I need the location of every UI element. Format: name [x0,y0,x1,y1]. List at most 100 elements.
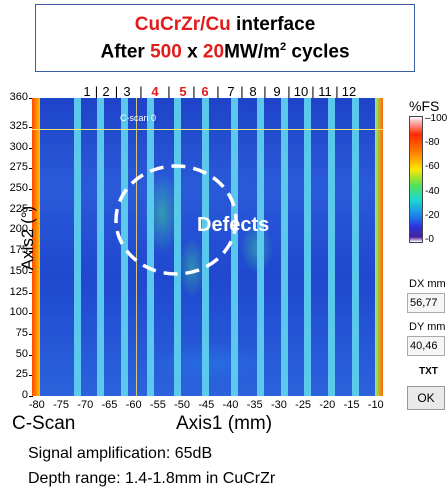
channel-number-4: 4 [151,84,159,99]
channel-separator: | [335,84,339,99]
x-axis-label: Axis1 (mm) [176,413,273,434]
channel-number-7: 7 [227,84,235,99]
ok-button[interactable]: OK [407,386,445,410]
y-tick-mark [29,98,33,99]
channel-stripe-2 [97,98,104,396]
channel-separator: | [216,84,220,99]
channel-separator: | [311,84,315,99]
x-tick-label: -65 [101,399,118,411]
colorbar-tick-label: -40 [425,185,440,197]
colorbar-tick-label: -60 [425,161,440,173]
y-tick-mark [29,271,33,273]
heat-flux: 20 [202,41,225,63]
title-text: After [100,41,151,63]
y-tick-mark [29,333,33,335]
y-tick-label: 175 [9,244,28,257]
y-tick-mark [29,168,33,170]
dy-field[interactable]: 40,46 [407,336,445,356]
x-tick-label: -30 [270,399,287,411]
x-tick-label: -50 [174,399,191,411]
y-tick-label: 125 [9,285,28,298]
cursor-horizontal-line[interactable] [32,129,383,130]
channel-stripe-3 [121,98,128,396]
title-box: CuCrZr/Cu interface After 500 x 20MW/m2 … [35,4,415,72]
channel-separator: | [192,84,196,99]
defects-annotation: Defects [197,214,270,236]
title-unit: MW/m [224,41,280,63]
channel-separator: | [139,84,143,99]
title-unit-exponent: 2 [280,41,287,53]
channel-separator: | [240,84,244,99]
y-tick-mark [29,354,33,356]
defect-ellipse [114,164,238,276]
x-tick-label: -15 [343,399,360,411]
colorbar-unit: %FS [409,98,440,114]
channel-stripe-9 [281,98,288,396]
x-tick-label: -70 [77,399,94,411]
y-tick-mark [29,189,33,191]
y-tick-label: 360 [9,91,28,103]
y-axis-label: Axis2 (°) [18,205,37,271]
title-line-1: CuCrZr/Cu interface [36,14,414,36]
channel-separator: | [114,84,119,99]
x-tick-label: -40 [222,399,239,411]
y-tick-mark [29,230,33,232]
y-tick-mark [29,292,33,294]
colorbar-tick-label: –100 [425,113,448,124]
x-tick-label: -10 [367,399,384,411]
y-tick-label: 50 [15,347,28,360]
y-tick-mark [29,251,33,253]
y-tick-label: 100 [9,306,28,319]
dx-field[interactable]: 56,77 [407,293,445,313]
y-tick-label: 225 [9,202,28,215]
depth-range-text: Depth range: 1.4-1.8mm in CuCrZr [28,470,276,487]
channel-separator: | [263,84,267,99]
channel-number-6: 6 [201,84,209,99]
cscan-image[interactable]: C-scan 0 Defects [32,98,383,396]
x-tick-label: -75 [53,399,69,411]
cscan-inner-label: C-scan 0 [120,113,157,123]
cursor-vertical-line[interactable] [136,98,137,396]
y-tick-label: 75 [15,326,28,339]
cycle-count: 500 [150,41,182,63]
x-tick-label: -25 [295,399,312,411]
y-tick-mark [29,126,33,128]
channel-number-12: 12 [341,84,357,99]
y-tick-label: 25 [15,368,28,381]
title-line-2: After 500 x 20MW/m2 cycles [36,41,414,63]
txt-button[interactable]: TXT [419,366,438,377]
y-tick-label: 250 [9,182,28,195]
channel-number-1: 1 [83,84,91,99]
y-tick-label: 0 [21,389,28,401]
channel-stripe-7 [231,98,238,396]
channel-number-3: 3 [123,84,131,99]
channel-separator: | [94,84,99,99]
y-tick-mark [29,375,33,377]
right-edge-signal [375,98,383,396]
channel-number-9: 9 [273,84,281,99]
x-tick-label: -20 [319,399,336,411]
y-tick-mark [29,396,33,397]
colorbar-tick-label: -20 [425,209,440,221]
channel-number-11: 11 [318,84,332,99]
channel-separator: | [287,84,291,99]
x-tick-label: -60 [125,399,142,411]
channel-number-8: 8 [249,84,257,99]
colorbar-tick-label: -80 [425,137,440,149]
channel-separator: | [167,84,171,99]
channel-stripe-1 [74,98,81,396]
signal-amplification-text: Signal amplification: 65dB [28,445,213,462]
material-highlight: CuCrZr/Cu [134,14,231,35]
channel-number-10: 10 [293,84,309,99]
channel-stripe-11 [328,98,335,396]
title-rest: interface [230,14,316,35]
y-tick-mark [29,209,33,211]
colorbar-tick-label: -0 [425,234,434,245]
channel-number-5: 5 [179,84,187,99]
y-tick-mark [29,313,33,315]
y-tick-label: 325 [9,119,28,132]
x-tick-label: -55 [149,399,166,411]
channel-stripe-5 [174,98,181,396]
x-tick-label: -35 [246,399,263,411]
y-tick-label: 300 [9,140,28,153]
